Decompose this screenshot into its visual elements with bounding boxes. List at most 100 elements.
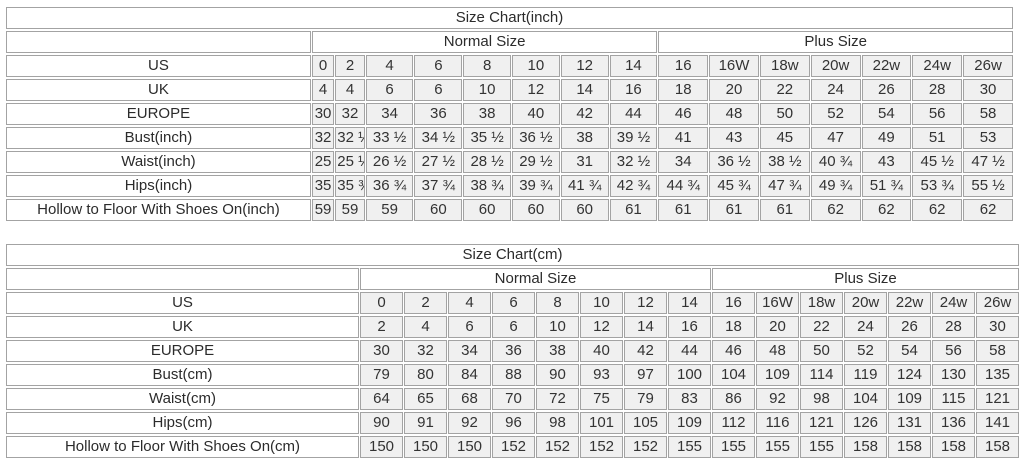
size-value-cell: 0 <box>311 55 335 77</box>
size-value-cell: 22w <box>888 292 931 314</box>
size-value-cell: 4 <box>448 292 491 314</box>
size-value-cell: 24w <box>912 55 963 77</box>
size-value-cell: 6 <box>414 55 463 77</box>
size-value-cell: 22 <box>759 79 810 101</box>
size-value-cell: 39 ½ <box>609 127 658 149</box>
size-value-cell: 45 ¾ <box>709 175 759 197</box>
size-value-cell: 45 <box>759 127 810 149</box>
size-value-cell: 50 <box>800 340 843 362</box>
size-value-cell: 155 <box>756 436 799 458</box>
size-value-cell: 70 <box>492 388 535 410</box>
size-value-cell: 114 <box>800 364 843 386</box>
size-value-cell: 56 <box>932 340 975 362</box>
size-value-cell: 29 ½ <box>512 151 560 173</box>
size-value-cell: 18 <box>712 316 755 338</box>
size-value-cell: 4 <box>404 316 447 338</box>
size-value-cell: 60 <box>463 199 512 221</box>
size-value-cell: 24 <box>844 316 887 338</box>
size-value-cell: 36 ½ <box>512 127 560 149</box>
size-value-cell: 112 <box>712 412 755 434</box>
table-title: Size Chart(cm) <box>6 244 1020 266</box>
size-value-cell: 49 ¾ <box>810 175 861 197</box>
size-value-cell: 121 <box>976 388 1020 410</box>
row-label: UK <box>6 316 359 338</box>
size-value-cell: 20 <box>756 316 799 338</box>
size-value-cell: 50 <box>759 103 810 125</box>
size-value-cell: 121 <box>800 412 843 434</box>
size-value-cell: 79 <box>624 388 667 410</box>
size-value-cell: 12 <box>580 316 623 338</box>
size-value-cell: 54 <box>888 340 931 362</box>
size-value-cell: 98 <box>536 412 579 434</box>
size-value-cell: 2 <box>335 55 365 77</box>
size-value-cell: 158 <box>976 436 1020 458</box>
size-value-cell: 83 <box>668 388 711 410</box>
size-value-cell: 61 <box>709 199 759 221</box>
size-value-cell: 16 <box>668 316 711 338</box>
size-value-cell: 28 <box>912 79 963 101</box>
group-header-row: Normal Size Plus Size <box>6 268 1020 290</box>
size-value-cell: 32 ½ <box>609 151 658 173</box>
size-value-cell: 30 <box>963 79 1013 101</box>
size-value-cell: 18w <box>800 292 843 314</box>
row-label: US <box>6 55 311 77</box>
size-value-cell: 16 <box>712 292 755 314</box>
size-value-cell: 26 ½ <box>365 151 414 173</box>
size-value-cell: 10 <box>512 55 560 77</box>
title-row: Size Chart(inch) <box>6 7 1013 29</box>
size-value-cell: 38 ¾ <box>463 175 512 197</box>
table-row: UK 4 4 6 6 10 12 14 16 18 20 22 24 26 28 30 <box>6 79 1013 101</box>
table-row: UK 2 4 6 6 10 12 14 16 18 20 22 24 26 28 30 <box>6 316 1020 338</box>
size-value-cell: 150 <box>404 436 447 458</box>
size-value-cell: 104 <box>712 364 755 386</box>
row-label: Hips(inch) <box>6 175 311 197</box>
size-value-cell: 4 <box>335 79 365 101</box>
size-value-cell: 150 <box>448 436 491 458</box>
row-label: Hollow to Floor With Shoes On(inch) <box>6 199 311 221</box>
size-value-cell: 20w <box>844 292 887 314</box>
size-value-cell: 158 <box>888 436 931 458</box>
size-value-cell: 18 <box>658 79 709 101</box>
size-value-cell: 60 <box>560 199 609 221</box>
size-value-cell: 44 ¾ <box>658 175 709 197</box>
size-value-cell: 62 <box>810 199 861 221</box>
table-title: Size Chart(inch) <box>6 7 1013 29</box>
size-value-cell: 109 <box>668 412 711 434</box>
size-value-cell: 61 <box>658 199 709 221</box>
size-value-cell: 54 <box>861 103 912 125</box>
title-row: Size Chart(cm) <box>6 244 1020 266</box>
table-row: EUROPE 30 32 34 36 38 40 42 44 46 48 50 52 54 56 58 <box>6 103 1013 125</box>
size-value-cell: 10 <box>580 292 623 314</box>
size-value-cell: 136 <box>932 412 975 434</box>
size-value-cell: 100 <box>668 364 711 386</box>
size-value-cell: 47 <box>810 127 861 149</box>
size-value-cell: 25 ½ <box>335 151 365 173</box>
size-chart-cm-table: Size Chart(cm) Normal Size Plus Size US 0 2 4 6… <box>5 242 1020 460</box>
size-value-cell: 40 <box>512 103 560 125</box>
size-value-cell: 4 <box>365 55 414 77</box>
row-label: Bust(cm) <box>6 364 359 386</box>
row-label: UK <box>6 79 311 101</box>
row-label: US <box>6 292 359 314</box>
size-value-cell: 158 <box>932 436 975 458</box>
size-value-cell: 34 <box>365 103 414 125</box>
size-value-cell: 16W <box>756 292 799 314</box>
size-value-cell: 32 <box>404 340 447 362</box>
size-value-cell: 126 <box>844 412 887 434</box>
size-value-cell: 34 <box>658 151 709 173</box>
size-value-cell: 6 <box>365 79 414 101</box>
size-value-cell: 65 <box>404 388 447 410</box>
row-label: Hollow to Floor With Shoes On(cm) <box>6 436 359 458</box>
size-value-cell: 2 <box>360 316 403 338</box>
size-value-cell: 49 <box>861 127 912 149</box>
size-value-cell: 155 <box>712 436 755 458</box>
size-value-cell: 36 ½ <box>709 151 759 173</box>
group-header-row: Normal Size Plus Size <box>6 31 1013 53</box>
table-row: Bust(cm) 79 80 84 88 90 93 97 100 104 109 114 119 124… <box>6 364 1020 386</box>
size-value-cell: 59 <box>311 199 335 221</box>
size-value-cell: 6 <box>492 292 535 314</box>
size-value-cell: 93 <box>580 364 623 386</box>
size-value-cell: 36 <box>414 103 463 125</box>
size-value-cell: 60 <box>414 199 463 221</box>
